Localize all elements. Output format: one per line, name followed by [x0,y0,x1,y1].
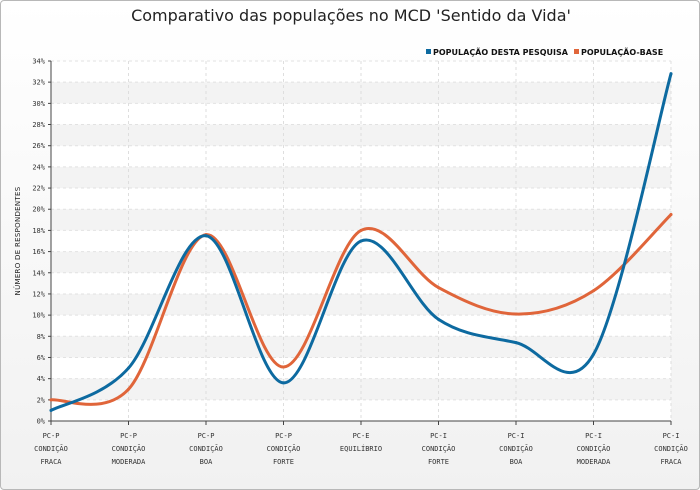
y-tick-label: 30% [32,100,45,108]
data-point [359,228,363,232]
series-line-base [49,213,673,406]
x-tick-label: PC-E [353,432,370,440]
data-point [669,72,673,76]
data-point [437,286,440,290]
y-tick-label: 12% [32,290,45,298]
data-point [592,352,595,356]
x-tick-label: PC-I [663,432,680,440]
x-tick-label: FRACA [40,458,62,466]
legend-swatch [426,49,431,54]
x-tick-label: PC-P [120,432,137,440]
data-point [514,312,518,316]
data-point [204,234,208,238]
data-point [282,381,285,385]
x-tick-label: CONDIÇÃO [422,444,456,453]
x-tick-label: PC-I [430,432,447,440]
data-point [669,213,673,217]
chart-title: Comparativo das populações no MCD 'Senti… [131,6,571,25]
x-tick-label: CONDIÇÃO [189,444,223,453]
y-tick-label: 4% [37,375,46,383]
x-tick-label: PC-I [508,432,525,440]
x-tick-label: CONDIÇÃO [34,444,68,453]
data-point [49,408,53,412]
x-tick-label: FORTE [273,458,294,466]
x-tick-label: BOA [510,458,523,466]
x-tick-label: PC-P [275,432,292,440]
data-point [592,289,595,293]
data-point [359,239,363,243]
y-tick-label: 26% [32,142,45,150]
x-tick-label: FRACA [660,458,682,466]
y-tick-label: 6% [37,354,46,362]
x-tick-label: PC-P [43,432,60,440]
x-tick-label: FORTE [428,458,449,466]
x-tick-label: CONDIÇÃO [654,444,688,453]
data-point [514,341,518,345]
y-tick-label: 10% [32,312,45,320]
y-axis-label: NÚMERO DE RESPONDENTES [13,186,22,295]
y-tick-label: 34% [32,58,45,66]
y-tick-label: 20% [32,206,45,214]
y-tick-label: 14% [32,269,45,277]
x-tick-label: CONDIÇÃO [267,444,301,453]
data-point [49,398,53,402]
data-point [437,317,440,321]
x-tick-label: MODERADA [112,458,147,466]
x-tick-label: PC-P [198,432,215,440]
legend-swatch [574,49,579,54]
x-tick-label: MODERADA [577,458,612,466]
x-tick-label: EQUILÍBRIO [340,444,382,453]
y-tick-label: 22% [32,185,45,193]
legend-label: POPULAÇÃO-BASE [581,47,663,57]
data-point [127,366,130,370]
data-point [282,365,285,369]
x-tick-label: PC-I [585,432,602,440]
y-tick-label: 16% [32,248,45,256]
x-tick-label: BOA [200,458,213,466]
y-tick-label: 2% [37,396,46,404]
x-tick-label: CONDIÇÃO [112,444,146,453]
y-tick-label: 8% [37,333,46,341]
y-tick-label: 24% [32,163,45,171]
grid-band [51,378,671,400]
y-tick-label: 18% [32,227,45,235]
data-point [127,387,130,391]
x-tick-label: CONDIÇÃO [577,444,611,453]
y-tick-label: 32% [32,79,45,87]
y-tick-label: 28% [32,121,45,129]
legend-label: POPULAÇÃO DESTA PESQUISA [433,47,569,57]
x-tick-label: CONDIÇÃO [499,444,533,453]
y-tick-label: 0% [37,418,46,426]
